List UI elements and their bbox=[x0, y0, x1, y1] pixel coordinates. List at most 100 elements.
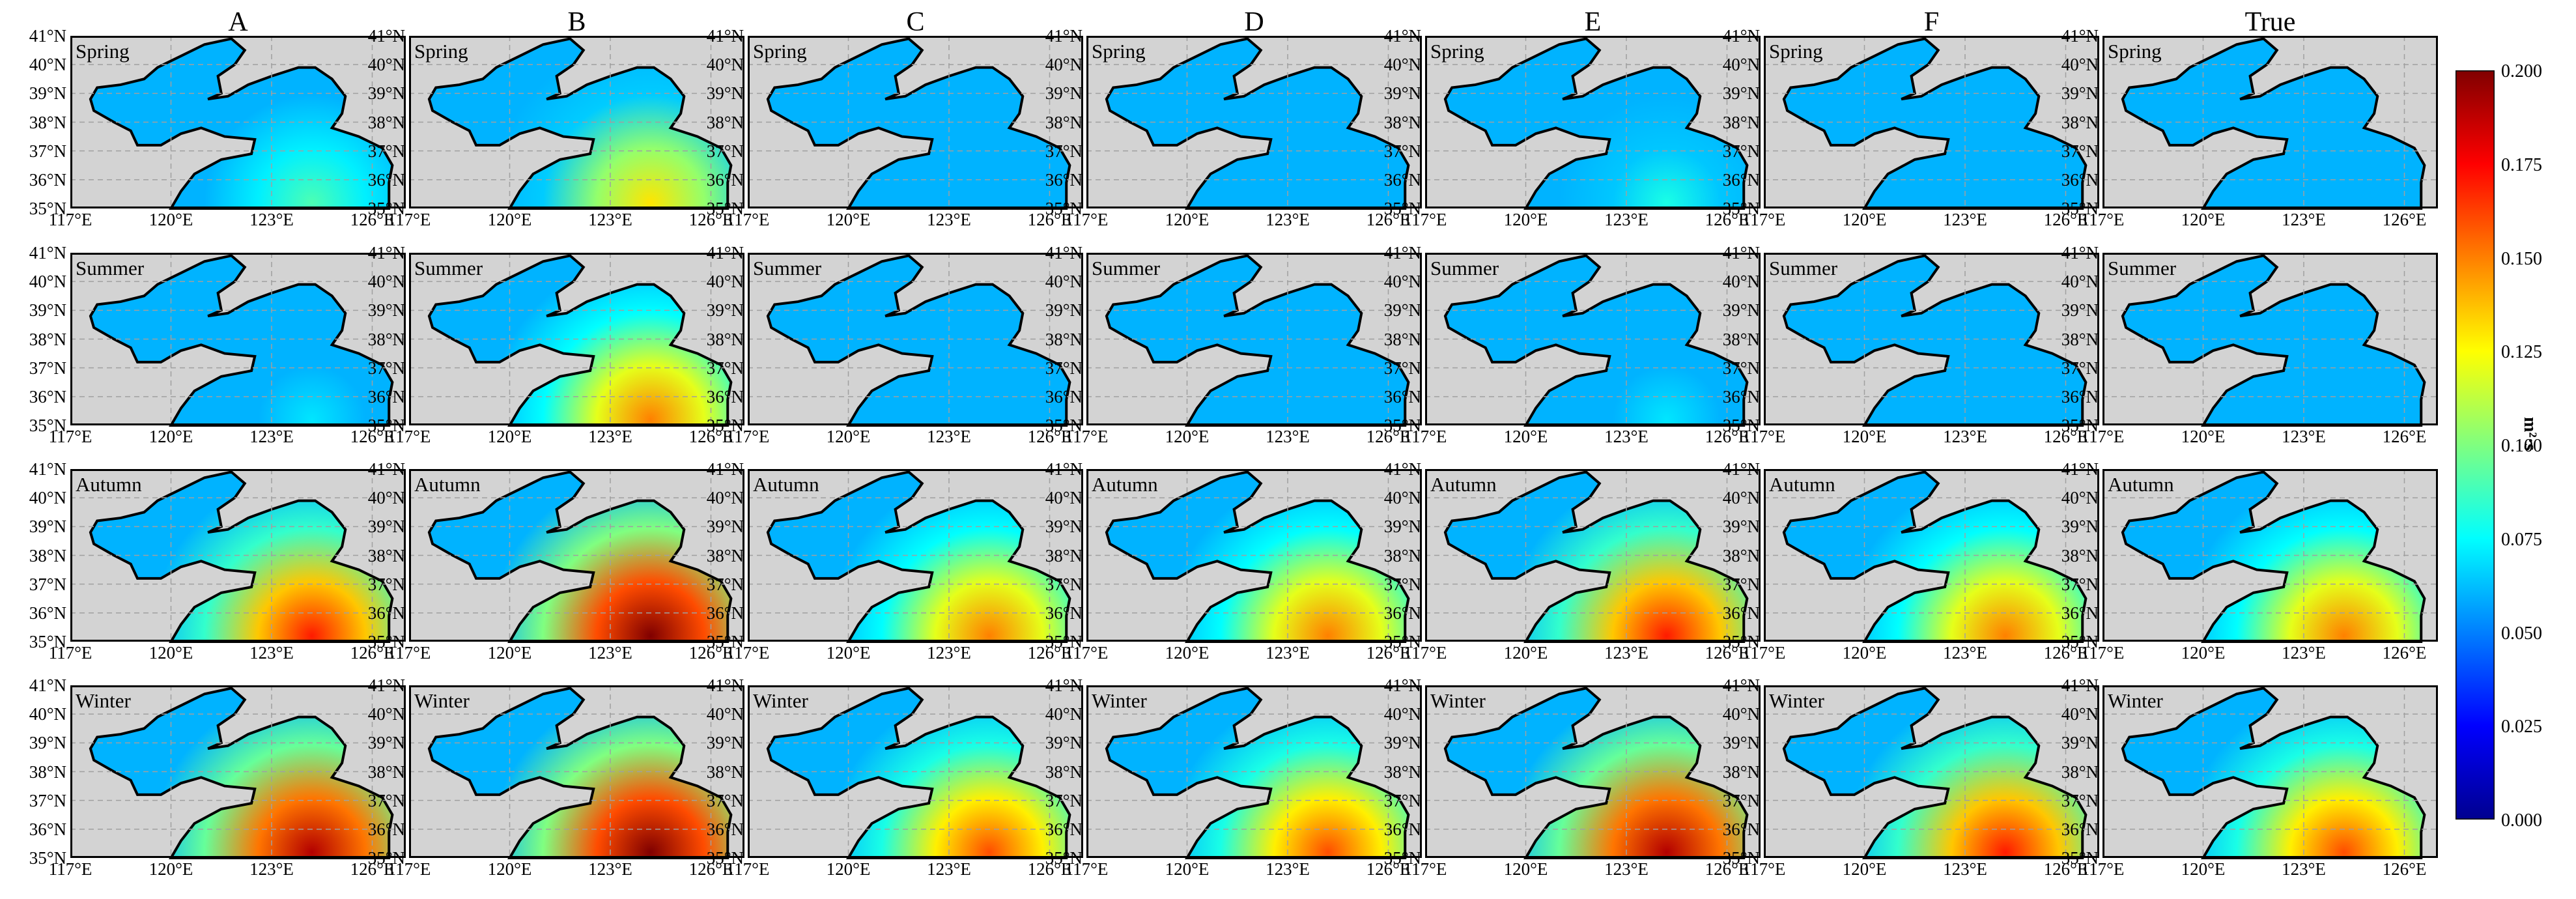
y-tick-label: 35°N bbox=[1722, 199, 1760, 218]
x-tick-label: 117°E bbox=[1403, 643, 1447, 663]
panel-border bbox=[1425, 253, 1761, 425]
season-label: Summer bbox=[1769, 257, 1838, 279]
coastline bbox=[1443, 470, 1749, 643]
x-tick-label: 120°E bbox=[1842, 643, 1887, 663]
y-tick-label: 39°N bbox=[2061, 300, 2099, 321]
y-tick-label: 36°N bbox=[706, 169, 744, 190]
map-panel-true-summer: Summer bbox=[2102, 253, 2443, 437]
map-plot bbox=[70, 253, 406, 427]
y-tick-label: 37°N bbox=[1045, 574, 1083, 594]
column-title-b: B bbox=[567, 7, 586, 37]
y-tick-label: 35°N bbox=[29, 416, 66, 435]
map-plot bbox=[1425, 36, 1761, 210]
map-plot bbox=[1764, 36, 2099, 210]
map-panel-e-autumn: Autumn bbox=[1425, 469, 1766, 653]
x-tick-label: 123°E bbox=[927, 210, 971, 229]
x-tick-label: 117°E bbox=[387, 427, 431, 446]
y-tick-label: 38°N bbox=[1722, 329, 1760, 349]
x-tick-label: 120°E bbox=[2181, 210, 2226, 229]
y-tick-label: 36°N bbox=[2061, 603, 2099, 623]
map-plot bbox=[1086, 469, 1422, 643]
y-tick-label: 36°N bbox=[2061, 819, 2099, 839]
y-tick-label: 38°N bbox=[706, 112, 744, 132]
x-tick-label: 123°E bbox=[1943, 643, 1987, 663]
y-tick-label: 37°N bbox=[2061, 574, 2099, 594]
x-tick-label: 126°E bbox=[1366, 859, 1411, 879]
y-tick-label: 35°N bbox=[1045, 416, 1083, 435]
y-tick-label: 41°N bbox=[1383, 676, 1421, 695]
coastline bbox=[766, 470, 1071, 643]
x-tick-label: 123°E bbox=[1943, 210, 1987, 229]
y-tick-label: 41°N bbox=[29, 676, 66, 695]
x-tick-label: 117°E bbox=[1403, 210, 1447, 229]
y-tick-label: 39°N bbox=[29, 300, 66, 321]
panel-border bbox=[2102, 253, 2438, 425]
y-tick-label: 41°N bbox=[1383, 26, 1421, 46]
y-tick-label: 41°N bbox=[1722, 26, 1760, 46]
y-tick-label: 38°N bbox=[1722, 112, 1760, 132]
y-tick-label: 37°N bbox=[29, 141, 66, 161]
y-tick-label: 36°N bbox=[1045, 386, 1083, 407]
map-panel-b-autumn: Autumn bbox=[409, 469, 750, 653]
x-tick-label: 120°E bbox=[826, 210, 871, 229]
panel-border bbox=[1764, 685, 2099, 858]
y-tick-label: 39°N bbox=[706, 83, 744, 104]
y-tick-label: 41°N bbox=[1045, 26, 1083, 46]
colorbar-tick-label: 0.000 bbox=[2501, 810, 2542, 831]
y-tick-label: 38°N bbox=[367, 329, 405, 349]
y-tick-label: 41°N bbox=[2061, 243, 2099, 263]
map-plot bbox=[748, 36, 1083, 210]
map-plot bbox=[1764, 685, 2099, 859]
panel-border bbox=[748, 685, 1083, 858]
y-tick-label: 40°N bbox=[2061, 704, 2099, 724]
y-tick-label: 36°N bbox=[1383, 603, 1421, 623]
y-tick-label: 39°N bbox=[29, 517, 66, 537]
coastline bbox=[427, 687, 733, 859]
panel-border bbox=[409, 36, 744, 208]
y-tick-label: 35°N bbox=[2061, 848, 2099, 868]
x-tick-label: 126°E bbox=[2043, 210, 2088, 229]
x-tick-label: 126°E bbox=[1027, 210, 1072, 229]
y-tick-label: 35°N bbox=[706, 848, 744, 868]
season-label: Summer bbox=[753, 257, 822, 279]
x-tick-label: 123°E bbox=[1604, 427, 1649, 446]
y-tick-label: 36°N bbox=[706, 386, 744, 407]
x-tick-label: 117°E bbox=[726, 859, 770, 879]
panel-border bbox=[409, 685, 744, 858]
x-tick-label: 117°E bbox=[48, 643, 92, 663]
map-panel-c-summer: Summer bbox=[748, 253, 1088, 437]
x-tick-label: 126°E bbox=[688, 427, 733, 446]
x-tick-label: 126°E bbox=[1705, 643, 1749, 663]
x-tick-label: 117°E bbox=[48, 210, 92, 229]
x-tick-label: 126°E bbox=[1366, 210, 1411, 229]
y-tick-label: 40°N bbox=[706, 488, 744, 508]
y-tick-label: 41°N bbox=[29, 243, 66, 263]
y-tick-label: 41°N bbox=[706, 243, 744, 263]
x-tick-label: 126°E bbox=[2382, 210, 2427, 229]
map-panel-e-spring: Spring bbox=[1425, 36, 1766, 220]
panel-border bbox=[1425, 36, 1761, 208]
x-tick-label: 117°E bbox=[2080, 210, 2125, 229]
map-panel-c-autumn: Autumn bbox=[748, 469, 1088, 653]
y-tick-label: 38°N bbox=[1722, 762, 1760, 782]
season-label: Summer bbox=[414, 257, 483, 279]
column-title-true: True bbox=[2244, 7, 2296, 37]
y-tick-label: 39°N bbox=[706, 733, 744, 753]
x-tick-label: 117°E bbox=[726, 210, 770, 229]
y-tick-label: 35°N bbox=[367, 848, 405, 868]
y-tick-label: 40°N bbox=[706, 272, 744, 292]
x-tick-label: 120°E bbox=[826, 427, 871, 446]
x-tick-label: 117°E bbox=[2080, 427, 2125, 446]
coastline bbox=[89, 470, 394, 643]
x-tick-label: 123°E bbox=[1266, 427, 1310, 446]
panel-border bbox=[1764, 253, 2099, 425]
map-panel-true-winter: Winter bbox=[2102, 685, 2443, 870]
y-tick-label: 41°N bbox=[1722, 676, 1760, 695]
y-tick-label: 41°N bbox=[1722, 459, 1760, 479]
y-tick-label: 40°N bbox=[1722, 272, 1760, 292]
y-tick-label: 39°N bbox=[2061, 517, 2099, 537]
x-tick-label: 117°E bbox=[1064, 859, 1109, 879]
coastline bbox=[89, 687, 394, 859]
y-tick-label: 40°N bbox=[367, 272, 405, 292]
y-tick-label: 37°N bbox=[367, 790, 405, 810]
